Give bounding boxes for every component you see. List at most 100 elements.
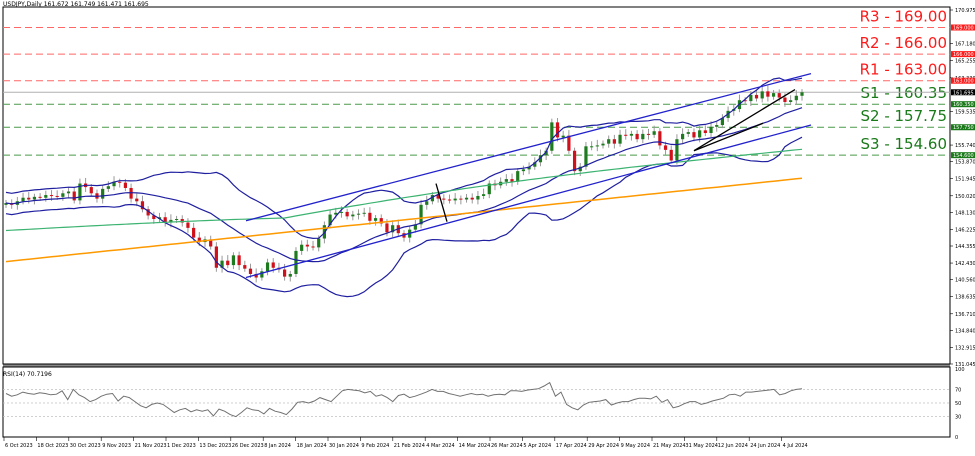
candle-body xyxy=(425,201,429,205)
candle-body xyxy=(368,212,372,221)
candle-body xyxy=(260,271,264,278)
candle-body xyxy=(453,198,457,201)
candle-body xyxy=(618,134,622,144)
channel-upper[interactable] xyxy=(245,72,812,222)
rsi-tick-label: 30 xyxy=(955,415,961,421)
candle-body xyxy=(385,223,389,233)
candle-body xyxy=(686,132,690,134)
candle-body xyxy=(464,197,469,200)
level-tag-text: 163.000 xyxy=(953,79,974,85)
price-panel xyxy=(2,6,951,365)
x-tick-label: 21 May 2024 xyxy=(653,443,686,449)
candle-body xyxy=(44,195,48,198)
bollinger-upper xyxy=(5,77,803,240)
y-tick-label: 155.740 xyxy=(955,143,975,149)
candle-body xyxy=(800,92,804,96)
candle-body xyxy=(749,94,753,102)
candle-body xyxy=(32,196,37,200)
x-tick-label: 17 Apr 2024 xyxy=(556,443,587,449)
candle-body xyxy=(391,225,395,233)
candle-body xyxy=(635,133,639,140)
candle-body xyxy=(214,246,218,268)
x-tick-label: 12 Jun 2024 xyxy=(718,443,748,449)
candle-body xyxy=(482,194,486,196)
x-tick-label: 5 Apr 2024 xyxy=(523,443,551,449)
candle-body xyxy=(555,122,560,138)
candle-body xyxy=(66,191,71,194)
candle-body xyxy=(339,211,344,213)
candle-body xyxy=(590,146,594,148)
candle-body xyxy=(567,135,571,151)
candle-body xyxy=(698,130,702,138)
candle-body xyxy=(459,198,463,200)
candle-body xyxy=(106,186,110,189)
x-tick-label: 26 Mar 2024 xyxy=(491,443,523,449)
x-tick-label: 26 Dec 2023 xyxy=(232,443,264,449)
trendline-steep[interactable] xyxy=(693,89,796,152)
candle-body xyxy=(561,135,565,138)
candle-body xyxy=(254,273,258,278)
candle-body xyxy=(55,195,59,197)
candle-body xyxy=(118,181,122,183)
candle-body xyxy=(317,238,321,248)
candle-body xyxy=(447,199,452,201)
x-tick-label: 21 Feb 2024 xyxy=(394,443,425,449)
candle-body xyxy=(641,133,645,140)
rsi-header: RSI(14) 70.7196 xyxy=(3,371,52,378)
x-tick-label: 4 Mar 2024 xyxy=(426,443,455,449)
candle-body xyxy=(652,131,656,135)
candle-body xyxy=(38,196,42,198)
candle-body xyxy=(663,145,668,150)
candle-body xyxy=(311,246,315,248)
candle-body xyxy=(430,195,435,202)
candle-body xyxy=(777,93,781,98)
candle-body xyxy=(766,91,770,97)
level-tag-r1 xyxy=(951,77,975,84)
candle-body xyxy=(362,212,366,214)
candle-body xyxy=(476,195,480,200)
level-tag-text: 169.000 xyxy=(953,26,974,32)
rsi-tick-label: 50 xyxy=(955,401,961,407)
level-tag-r2 xyxy=(951,51,975,58)
x-tick-label: 9 May 2024 xyxy=(621,443,650,449)
candle-body xyxy=(174,219,179,221)
candle-body xyxy=(720,117,724,126)
y-tick-label: 136.710 xyxy=(955,312,975,318)
candle-body xyxy=(516,171,520,182)
candle-body xyxy=(681,133,685,140)
channel-lower[interactable] xyxy=(245,124,812,279)
current-price-text: 161.695 xyxy=(953,90,974,96)
y-tick-label: 153.870 xyxy=(955,160,975,166)
x-tick-label: 21 Nov 2023 xyxy=(135,443,167,449)
candle-body xyxy=(146,209,150,216)
candle-body xyxy=(715,125,719,127)
candle-body xyxy=(4,203,8,205)
level-label-r2: R2 - 166.00 xyxy=(860,34,947,52)
rsi-tick-label: 70 xyxy=(955,387,961,393)
candle-body xyxy=(356,213,361,215)
candle-body xyxy=(413,224,417,230)
candle-body xyxy=(538,155,543,163)
rsi-line xyxy=(5,381,803,418)
candle-body xyxy=(487,183,491,195)
trendline-march[interactable] xyxy=(435,183,448,222)
y-tick-label: 131.045 xyxy=(955,362,975,368)
candle-body xyxy=(78,183,82,201)
candle-body xyxy=(226,260,230,266)
candle-body xyxy=(442,198,446,200)
x-tick-label: 29 Apr 2024 xyxy=(588,443,619,449)
trendline-shallow[interactable] xyxy=(693,122,764,152)
candle-body xyxy=(180,219,184,223)
candle-body xyxy=(510,179,514,182)
y-tick-label: 167.180 xyxy=(955,42,975,48)
candle-body xyxy=(271,262,275,268)
candle-body xyxy=(527,166,531,170)
candle-body xyxy=(192,227,196,238)
candle-body xyxy=(521,169,525,172)
candle-body xyxy=(783,97,787,102)
candle-body xyxy=(419,204,423,225)
candle-body xyxy=(794,95,798,101)
candle-body xyxy=(703,130,707,134)
candle-body xyxy=(584,146,588,167)
